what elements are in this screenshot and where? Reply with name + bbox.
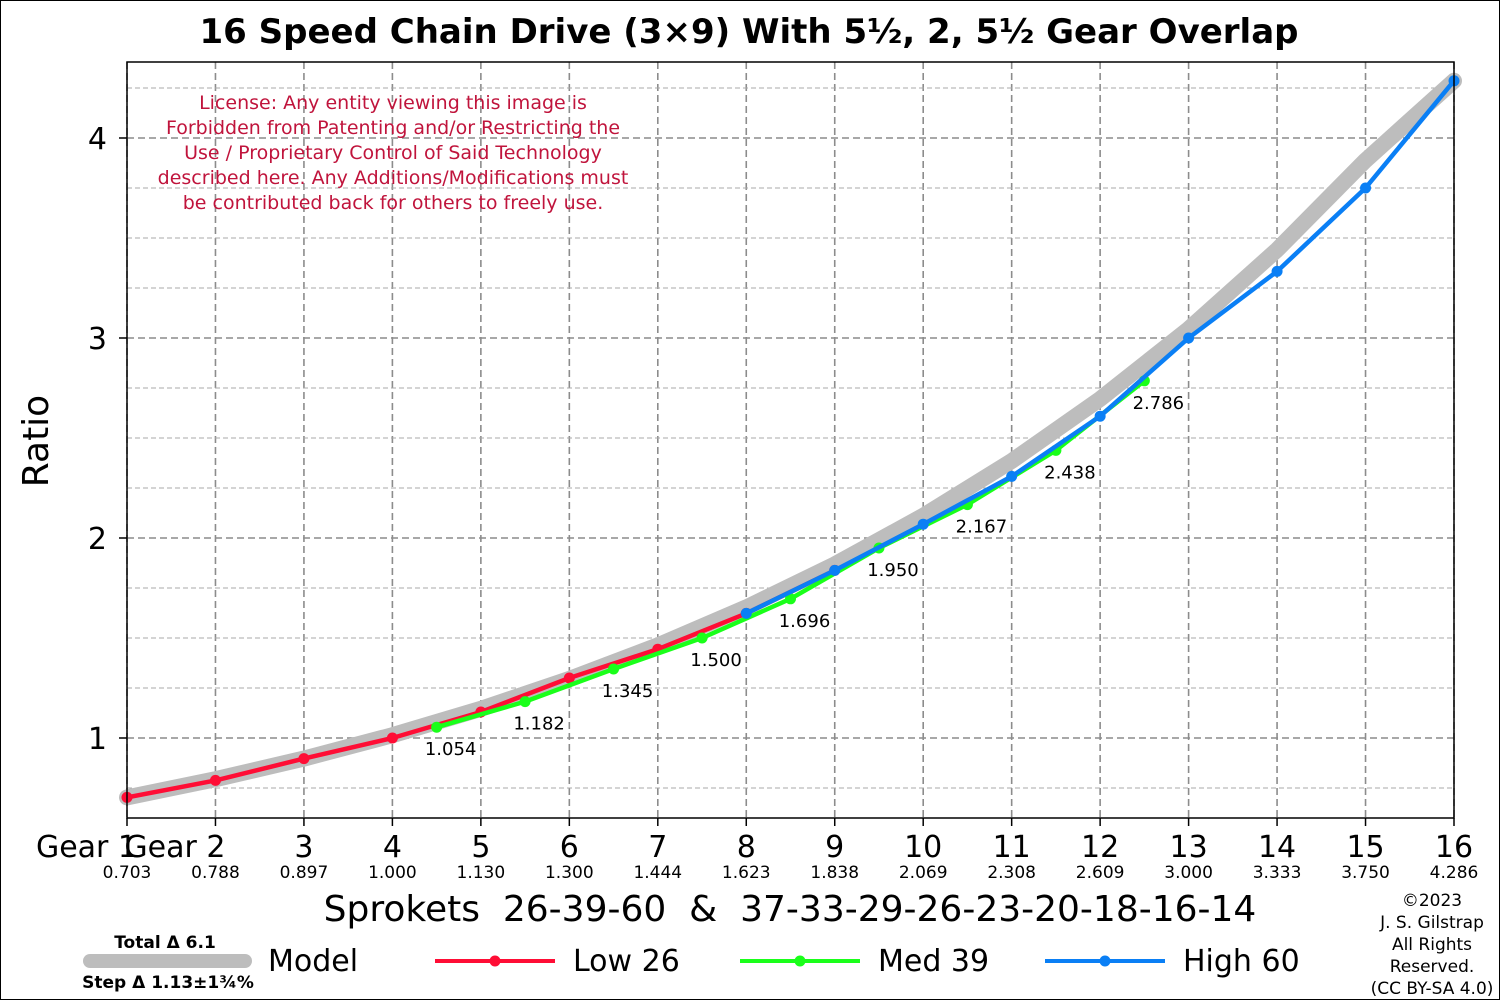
data-label: 1.345	[602, 681, 654, 702]
license-line: License: Any entity viewing this image i…	[199, 92, 587, 114]
series-line-high	[745, 79, 1456, 616]
legend-low-marker	[489, 955, 501, 967]
x-tick-label: 6	[560, 830, 579, 865]
data-point-low	[298, 753, 310, 765]
data-point-med	[785, 593, 796, 605]
x-tick-label: 13	[1170, 830, 1208, 865]
legend-high-marker	[1099, 955, 1111, 967]
data-point-high	[1271, 265, 1283, 277]
copyright-line: All Rights	[1392, 935, 1472, 955]
data-point-high	[1360, 182, 1372, 194]
model-total-note: Total Δ 6.1	[114, 933, 216, 953]
legend-med-label: Med 39	[878, 944, 989, 979]
x-tick-label: 3	[294, 830, 313, 865]
legend-med-marker	[794, 955, 806, 967]
x-tick-sublabel: 3.750	[1341, 863, 1390, 883]
x-tick-label: 15	[1346, 830, 1384, 865]
legend-model-label: Model	[268, 944, 358, 979]
x-tick-label: Gear 1	[36, 830, 137, 865]
data-point-high	[829, 564, 841, 576]
legend-high-label: High 60	[1183, 944, 1300, 979]
data-point-high	[917, 518, 929, 530]
x-tick-label: 10	[904, 830, 942, 865]
data-label: 2.786	[1133, 393, 1185, 414]
data-label: 1.950	[867, 560, 919, 581]
x-tick-label: 4	[383, 830, 402, 865]
x-tick-label: 14	[1258, 830, 1296, 865]
copyright-line: J. S. Gilstrap	[1379, 913, 1484, 933]
x-tick-label: 7	[648, 830, 667, 865]
x-tick-label: 12	[1081, 830, 1119, 865]
x-tick-label: 8	[737, 830, 756, 865]
data-labels: 1.054 1.182 1.345 1.500 1.696 1.950 2.167 2.438…	[425, 393, 1184, 760]
x-tick-label: 11	[993, 830, 1031, 865]
x-tick-sublabel: 0.703	[103, 863, 152, 883]
series-lines	[119, 72, 1462, 806]
x-tick-sublabel: 2.609	[1076, 863, 1125, 883]
data-point-med	[608, 663, 620, 675]
y-axis-label: Ratio	[16, 395, 57, 487]
x-tick-sublabel: 3.000	[1164, 863, 1213, 883]
copyright-line: ©2023	[1402, 891, 1462, 911]
data-point-low	[386, 732, 398, 744]
data-label: 1.182	[513, 714, 565, 735]
x-tick-sublabel: 1.623	[722, 863, 771, 883]
data-point-high	[1006, 470, 1018, 482]
license-line: Use / Proprietary Control of Said Techno…	[184, 142, 602, 164]
x-tick-sublabel: 0.897	[280, 863, 329, 883]
license-line: described here. Any Additions/Modificati…	[158, 167, 629, 189]
data-point-high	[1183, 332, 1195, 344]
license-line: Forbidden from Patenting and/or Restrict…	[166, 117, 620, 139]
legend: Total Δ 6.1 Step Δ 1.13±1¾% Model Low 26…	[82, 933, 1300, 993]
x-tick-sublabel: 4.286	[1430, 863, 1479, 883]
data-label: 2.167	[956, 517, 1008, 538]
data-point-low	[563, 672, 575, 684]
copyright-line: (CC BY-SA 4.0)	[1371, 979, 1494, 999]
x-tick-sublabel: 1.300	[545, 863, 594, 883]
x-tick-sublabel: 3.333	[1253, 863, 1302, 883]
copyright-notice: ©2023 J. S. Gilstrap All Rights Reserved…	[1371, 891, 1494, 999]
y-tick-label: 1	[88, 722, 107, 757]
data-point-med	[519, 696, 531, 708]
data-point-high	[740, 607, 752, 619]
model-step-note: Step Δ 1.13±1¾%	[82, 973, 254, 993]
license-line: be contributed back for others to freely…	[183, 192, 604, 214]
x-axis-label: Sprokets 26-39-60 & 37-33-29-26-23-20-18…	[324, 889, 1257, 930]
data-label: 1.696	[779, 611, 831, 632]
data-point-med	[696, 632, 708, 644]
data-label: 1.500	[690, 650, 742, 671]
x-tick-label: Gear 2	[124, 830, 225, 865]
x-tick-label: 9	[825, 830, 844, 865]
plot-area-border	[126, 61, 1455, 819]
license-notice: License: Any entity viewing this image i…	[158, 92, 629, 214]
x-tick-sublabel: 1.000	[368, 863, 417, 883]
x-tick-sublabel: 1.444	[633, 863, 682, 883]
x-tick-sublabel: 1.838	[810, 863, 859, 883]
legend-low-label: Low 26	[573, 944, 680, 979]
x-tick-sublabel: 0.788	[191, 863, 240, 883]
grid-lines	[126, 62, 1455, 818]
data-label: 1.054	[425, 739, 477, 760]
data-label: 2.438	[1044, 462, 1096, 483]
y-tick-label: 3	[88, 322, 107, 357]
x-tick-sublabel: 2.308	[987, 863, 1036, 883]
y-tick-label: 4	[88, 122, 107, 157]
x-tick-sublabel: 2.069	[899, 863, 948, 883]
chart-title: 16 Speed Chain Drive (3×9) With 5½, 2, 5…	[200, 12, 1299, 52]
data-point-med	[431, 721, 443, 733]
copyright-line: Reserved.	[1390, 957, 1475, 977]
x-tick-label: 5	[471, 830, 490, 865]
data-point-high	[1094, 410, 1106, 422]
data-point-low	[209, 774, 221, 786]
x-tick-sublabel: 1.130	[457, 863, 506, 883]
y-tick-label: 2	[88, 522, 107, 557]
x-tick-label: 16	[1435, 830, 1473, 865]
